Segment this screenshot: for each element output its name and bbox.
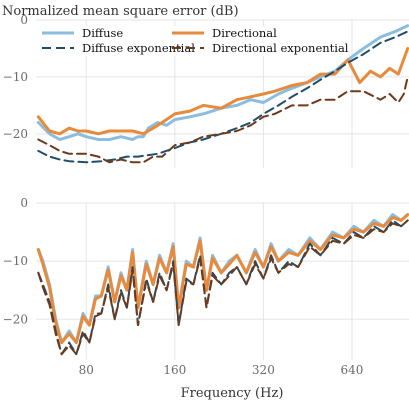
legend-label: Diffuse exponential: [82, 41, 195, 55]
panel-2: 0 −10 −20: [3, 196, 409, 360]
x-tick-label: 320: [252, 363, 275, 377]
series-line-directional-exponential: [37, 219, 409, 356]
legend-label: Diffuse: [82, 26, 123, 40]
series-line-directional-exponential: [37, 75, 409, 164]
panels: 0 −10 −20 0 −10 −20 80 160 320 640: [3, 13, 409, 377]
x-tick-label: 640: [341, 363, 364, 377]
series-line-directional: [36, 47, 409, 136]
x-tick-label: 80: [79, 363, 94, 377]
y-tick-label: 0: [20, 13, 28, 27]
y-tick-label: 0: [20, 196, 28, 210]
legend-item-diffuse: Diffuse: [42, 26, 123, 40]
legend-label: Directional exponential: [212, 41, 349, 55]
x-tick-label: 160: [163, 363, 186, 377]
y-tick-label: −10: [3, 70, 28, 84]
legend-item-directional-exponential: Directional exponential: [172, 41, 349, 55]
legend: Diffuse Directional Diffuse exponential Dir…: [36, 26, 349, 56]
panel-1: 0 −10 −20: [3, 13, 409, 168]
y-tick-label: −20: [3, 312, 28, 326]
y-tick-label: −10: [3, 254, 28, 268]
x-axis-label: Frequency (Hz): [181, 386, 284, 401]
series-line-directional: [36, 213, 409, 345]
y-axis-label: Normalized mean square error (dB): [2, 4, 239, 19]
x-axis: 80 160 320 640: [79, 363, 364, 377]
legend-label: Directional: [212, 26, 277, 40]
legend-item-diffuse-exponential: Diffuse exponential: [42, 41, 195, 55]
y-tick-label: −20: [3, 127, 28, 141]
legend-item-directional: Directional: [172, 26, 277, 40]
legend-background: [36, 26, 336, 56]
